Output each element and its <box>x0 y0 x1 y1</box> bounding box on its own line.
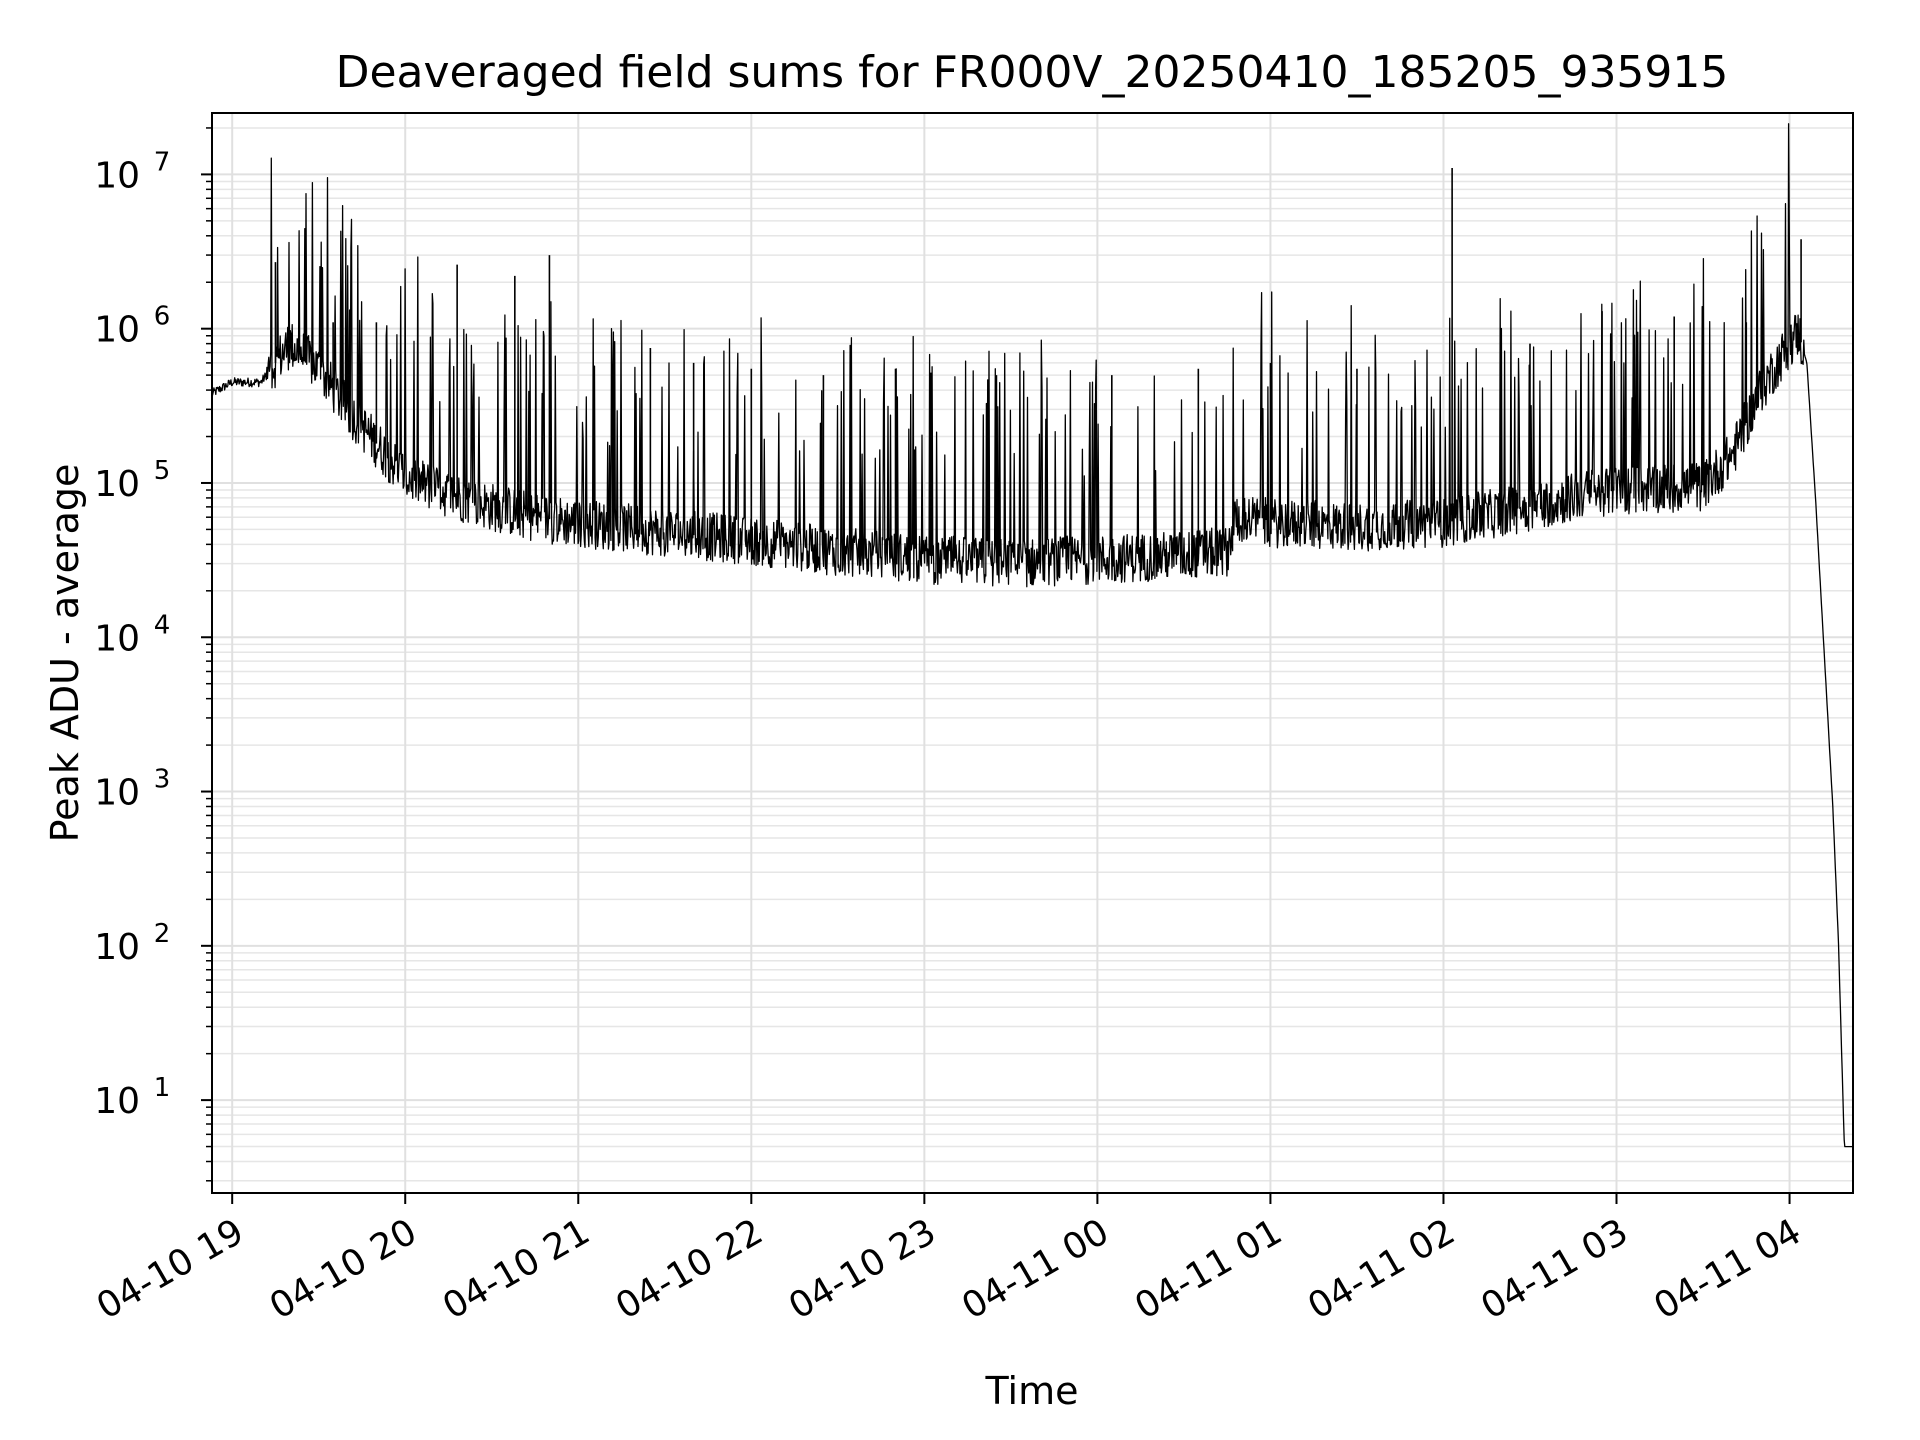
y-tick-label: 10 <box>94 1081 140 1122</box>
y-tick-label: 10 <box>94 927 140 968</box>
plot-frame <box>211 112 1854 1194</box>
series-line <box>211 123 1854 1148</box>
y-tick-label: 10 <box>94 155 140 196</box>
y-tick-exponent: 3 <box>154 765 171 795</box>
y-tick-label: 10 <box>94 464 140 505</box>
y-tick-exponent: 2 <box>154 919 171 949</box>
chart-title: Deaveraged field sums for FR000V_2025041… <box>336 47 1729 98</box>
y-tick-exponent: 4 <box>154 610 171 640</box>
y-tick-exponent: 6 <box>154 302 171 332</box>
y-tick-label: 10 <box>94 618 140 659</box>
series-group <box>211 123 1854 1148</box>
x-axis-label: Time <box>985 1369 1079 1413</box>
y-tick-label: 10 <box>94 773 140 814</box>
y-tick-exponent: 1 <box>154 1073 171 1103</box>
y-tick-exponent: 5 <box>154 456 171 486</box>
y-tick-label: 10 <box>94 310 140 351</box>
y-axis: 10 1 10 2 10 3 10 4 10 5 10 6 10 7 <box>94 127 212 1182</box>
y-axis-label: Peak ADU - average <box>43 464 87 843</box>
y-tick-exponent: 7 <box>154 147 171 177</box>
